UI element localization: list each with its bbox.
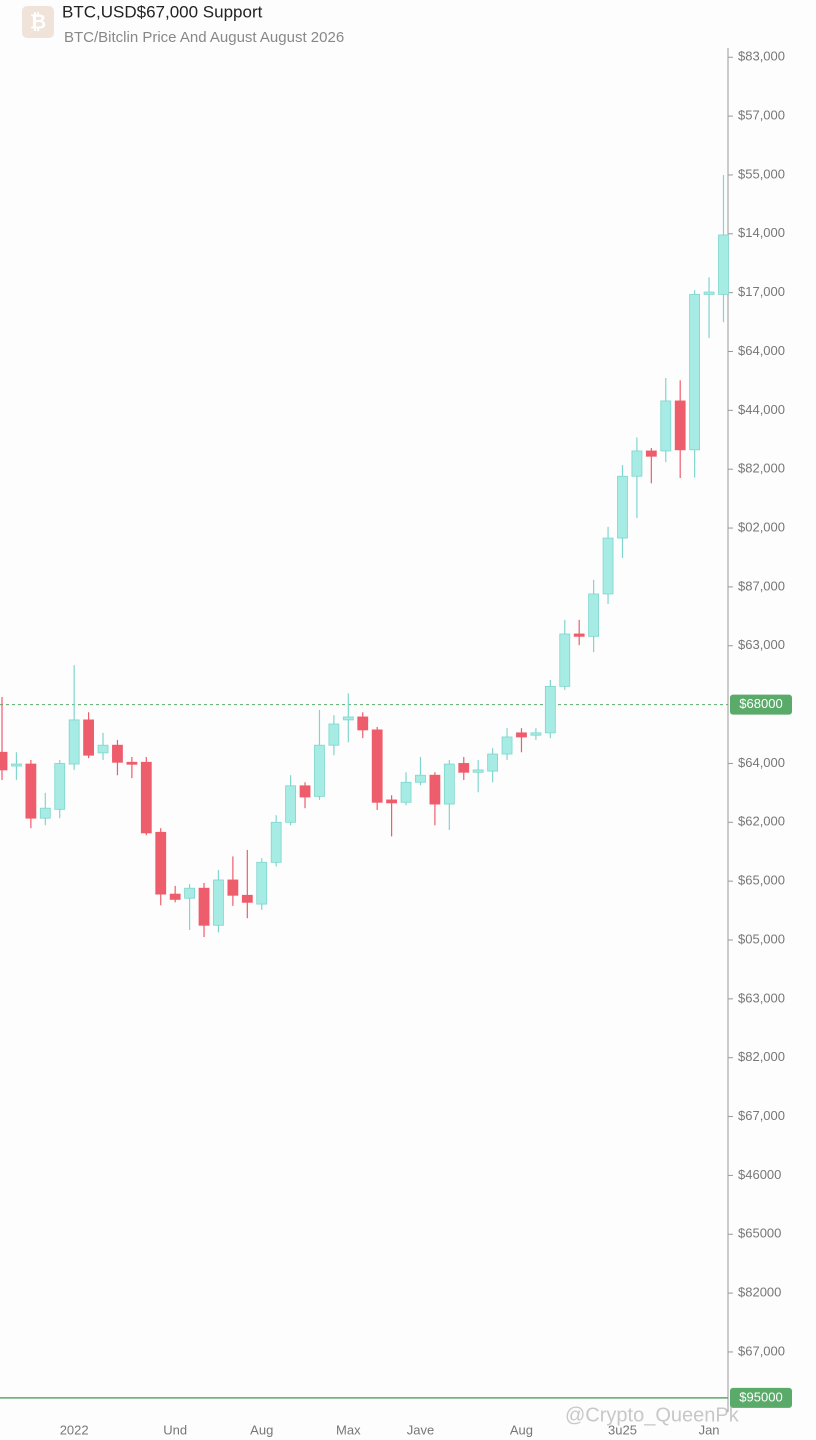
logo: ₿: [30, 11, 46, 33]
y-tick-label: $83,000: [738, 49, 785, 64]
candle-body: [400, 781, 412, 803]
x-tick-label: Und: [163, 1422, 187, 1437]
price-label-box: [730, 694, 792, 715]
candle-body: [357, 716, 369, 731]
candle-body: [588, 593, 600, 637]
candle-body: [617, 475, 628, 539]
candle-body: [573, 633, 585, 637]
candle-body: [270, 821, 282, 863]
y-tick-label: $02,000: [738, 519, 785, 534]
candle-body: [429, 774, 441, 805]
candle-body: [25, 763, 37, 819]
logo-box: [22, 6, 54, 38]
y-tick-label: $67,000: [738, 1108, 785, 1123]
y-tick-label: $87,000: [738, 578, 785, 593]
watermark: @Crypto_QueenPk: [565, 1404, 740, 1426]
candle-body: [703, 291, 715, 295]
candle-body: [501, 736, 513, 755]
y-tick-label: $05,000: [738, 931, 785, 946]
candle-body: [213, 879, 224, 926]
y-tick-label: $65,000: [738, 873, 785, 888]
y-tick-label: $65000: [738, 1226, 781, 1241]
candle-body: [631, 450, 643, 477]
candle-body: [83, 719, 94, 756]
y-tick-label: $63,000: [738, 637, 785, 652]
candle-body: [11, 763, 22, 767]
y-tick-label: $67,000: [738, 1343, 785, 1358]
price-label-box: [730, 1387, 792, 1408]
candle-body: [660, 400, 672, 452]
candle-body: [516, 732, 527, 738]
candle-body: [285, 785, 297, 823]
x-tick-label: Jave: [407, 1422, 434, 1437]
candle-body: [458, 763, 470, 773]
candle-body: [54, 763, 66, 810]
y-tick-label: $64,000: [738, 343, 785, 358]
candle-body: [342, 716, 354, 721]
candle-body: [328, 723, 340, 746]
candle-body: [241, 894, 253, 903]
candle-body: [602, 537, 614, 595]
candle-body: [198, 887, 210, 926]
y-tick-label: $46000: [738, 1167, 781, 1182]
candle-body: [544, 685, 556, 734]
title: BTC,USD$67,000 Support: [62, 2, 263, 21]
candle-body: [256, 861, 268, 905]
subtitle: BTC/Bitclin Price And August August 2026: [64, 29, 344, 46]
candle-body: [227, 879, 239, 896]
candle-body: [472, 769, 484, 773]
x-tick-label: 2022: [60, 1422, 89, 1437]
candle-body: [169, 893, 181, 900]
candle-body: [155, 831, 167, 895]
candle-body: [140, 761, 152, 834]
y-tick-label: $82,000: [738, 461, 785, 476]
x-tick-label: Aug: [510, 1422, 533, 1437]
candle-body: [386, 799, 398, 804]
y-tick-label: $55,000: [738, 166, 785, 181]
y-tick-label: $82000: [738, 1285, 781, 1300]
candle-body: [645, 450, 657, 457]
candle-body: [689, 294, 701, 451]
candle-body: [0, 751, 8, 771]
price-label: $95000: [739, 1389, 782, 1404]
candle-body: [674, 400, 686, 451]
y-tick-label: $17,000: [738, 284, 785, 299]
candle-body: [184, 887, 195, 899]
price-label: $68000: [739, 696, 782, 711]
y-tick-label: $57,000: [738, 108, 785, 123]
y-tick-label: $62,000: [738, 814, 785, 829]
y-tick-label: $14,000: [738, 225, 785, 240]
y-tick-label: $44,000: [738, 402, 785, 417]
candle-body: [126, 761, 138, 765]
candle-body: [371, 729, 383, 803]
y-tick-label: $82,000: [738, 1049, 785, 1064]
candle-body: [443, 763, 455, 805]
candle-body: [415, 774, 426, 783]
candle-body: [718, 234, 729, 295]
y-tick-label: $63,000: [738, 990, 785, 1005]
candle-body: [299, 785, 311, 798]
candle-body: [39, 807, 51, 819]
candle-body: [112, 744, 123, 763]
candle-body: [97, 744, 109, 754]
candle-body: [314, 744, 325, 797]
x-tick-label: Aug: [250, 1422, 273, 1437]
candle-body: [530, 732, 542, 736]
candle-body: [68, 719, 80, 765]
x-tick-label: Jan: [699, 1422, 720, 1437]
y-tick-label: $64,000: [738, 755, 785, 770]
x-tick-label: 3u25: [608, 1422, 637, 1437]
candle-body: [487, 753, 499, 772]
x-tick-label: Max: [336, 1422, 361, 1437]
candle-body: [559, 633, 571, 687]
